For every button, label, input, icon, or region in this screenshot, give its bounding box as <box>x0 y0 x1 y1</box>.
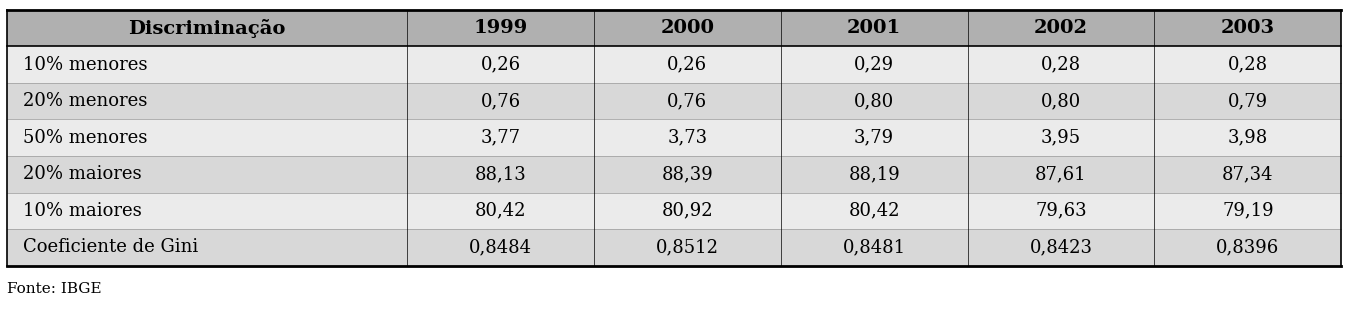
Text: 2003: 2003 <box>1221 19 1275 37</box>
Text: 0,26: 0,26 <box>480 56 520 74</box>
Text: 0,8481: 0,8481 <box>842 238 906 256</box>
Text: 79,63: 79,63 <box>1035 202 1086 220</box>
Text: 88,13: 88,13 <box>474 165 526 183</box>
Text: 1999: 1999 <box>473 19 527 37</box>
Text: 88,39: 88,39 <box>662 165 713 183</box>
Text: 3,79: 3,79 <box>855 129 894 147</box>
Text: Coeficiente de Gini: Coeficiente de Gini <box>23 238 198 256</box>
Text: Discriminação: Discriminação <box>128 18 286 38</box>
Text: 0,8484: 0,8484 <box>469 238 532 256</box>
Text: 0,8512: 0,8512 <box>656 238 718 256</box>
Text: 0,28: 0,28 <box>1228 56 1268 74</box>
Text: 0,8423: 0,8423 <box>1030 238 1092 256</box>
Text: 88,19: 88,19 <box>848 165 900 183</box>
Text: 3,95: 3,95 <box>1041 129 1081 147</box>
Text: 3,77: 3,77 <box>480 129 520 147</box>
Text: 10% menores: 10% menores <box>23 56 147 74</box>
Text: 0,76: 0,76 <box>480 92 520 110</box>
Text: 0,80: 0,80 <box>1041 92 1081 110</box>
Text: 80,42: 80,42 <box>848 202 900 220</box>
Text: 10% maiores: 10% maiores <box>23 202 142 220</box>
Text: 80,42: 80,42 <box>474 202 526 220</box>
Text: 87,61: 87,61 <box>1035 165 1086 183</box>
Text: 0,76: 0,76 <box>667 92 708 110</box>
Text: 50% menores: 50% menores <box>23 129 147 147</box>
Text: 87,34: 87,34 <box>1223 165 1274 183</box>
Text: 2002: 2002 <box>1034 19 1088 37</box>
Text: 2000: 2000 <box>661 19 714 37</box>
Text: 80,92: 80,92 <box>662 202 713 220</box>
Text: 79,19: 79,19 <box>1223 202 1274 220</box>
Text: 3,98: 3,98 <box>1228 129 1268 147</box>
Text: 0,8396: 0,8396 <box>1216 238 1279 256</box>
Text: 0,26: 0,26 <box>667 56 708 74</box>
Text: 2001: 2001 <box>847 19 902 37</box>
Text: 0,79: 0,79 <box>1228 92 1268 110</box>
Text: 20% maiores: 20% maiores <box>23 165 142 183</box>
Text: 0,29: 0,29 <box>855 56 894 74</box>
Text: 3,73: 3,73 <box>667 129 708 147</box>
Text: 0,28: 0,28 <box>1041 56 1081 74</box>
Text: 0,80: 0,80 <box>855 92 894 110</box>
Text: Fonte: IBGE: Fonte: IBGE <box>7 282 101 296</box>
Text: 20% menores: 20% menores <box>23 92 147 110</box>
